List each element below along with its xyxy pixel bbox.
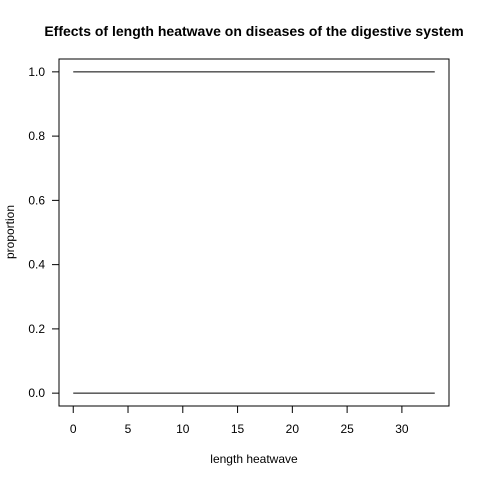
y-tick-label: 0.0 [28, 386, 45, 400]
x-tick-label: 25 [340, 422, 354, 436]
y-tick-label: 1.0 [28, 65, 45, 79]
y-tick-label: 0.2 [28, 322, 45, 336]
x-tick-label: 10 [176, 422, 190, 436]
x-tick-label: 0 [70, 422, 77, 436]
x-tick-label: 20 [286, 422, 300, 436]
x-axis-label: length heatwave [210, 452, 298, 466]
x-tick-label: 30 [395, 422, 409, 436]
y-tick-label: 0.6 [28, 193, 45, 207]
x-tick-label: 5 [125, 422, 132, 436]
chart-title: Effects of length heatwave on diseases o… [44, 23, 463, 39]
x-tick-label: 15 [231, 422, 245, 436]
y-tick-label: 0.4 [28, 258, 45, 272]
y-tick-label: 0.8 [28, 129, 45, 143]
y-axis-label: proportion [3, 205, 17, 259]
